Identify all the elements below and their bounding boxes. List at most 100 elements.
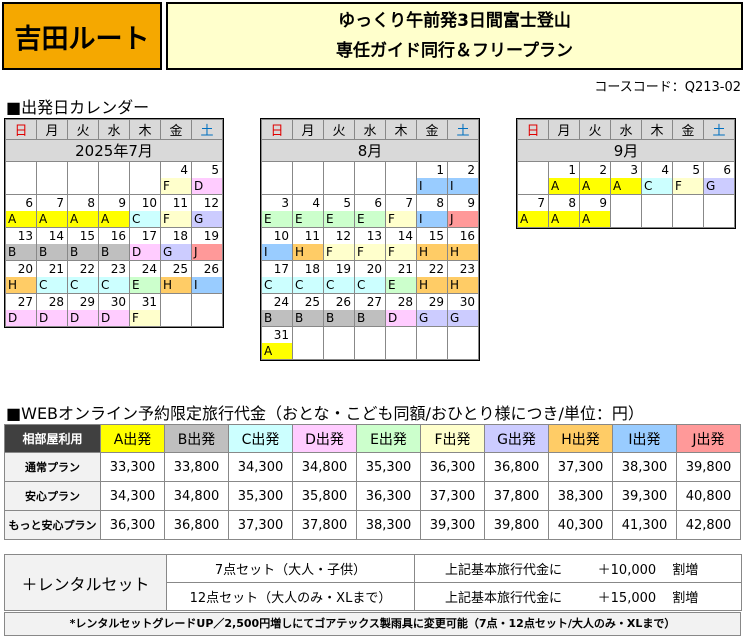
weekday-header: 水 [354, 119, 386, 140]
departure-code: E [130, 277, 160, 293]
day-number: 25 [304, 295, 320, 309]
calendar-day: 29 D [67, 293, 99, 327]
rental-surcharge-7: 上記基本旅行代金に ＋10,000 割増 [414, 554, 742, 583]
day-number: 4 [180, 163, 188, 177]
calendar-empty-day [672, 194, 704, 228]
calendar-day: 27 D [5, 293, 37, 327]
calendar-empty-day [416, 326, 448, 360]
calendar-day: 13 F [354, 227, 386, 261]
day-number: 3 [630, 163, 638, 177]
day-number: 30 [110, 295, 126, 309]
departure-code: B [37, 244, 67, 260]
day-number: 6 [25, 196, 33, 210]
calendar-day: 24 B [261, 293, 293, 327]
day-number: 11 [172, 196, 188, 210]
departure-code: F [161, 211, 191, 227]
departure-column-header: I出発 [612, 424, 677, 453]
price-cell: 34,300 [228, 452, 293, 482]
day-number: 24 [273, 295, 289, 309]
rental-set-7: 7点セット（大人・子供） [166, 554, 415, 583]
weekday-header: 土 [703, 119, 735, 140]
day-number: 15 [79, 229, 95, 243]
day-number: 26 [335, 295, 351, 309]
rental-table: ＋レンタルセット 7点セット（大人・子供） 上記基本旅行代金に ＋10,000 … [4, 554, 742, 611]
calendar-day: 12 G [191, 194, 223, 228]
calendar-day: 31 F [129, 293, 161, 327]
departure-code: B [99, 244, 129, 260]
weekday-header: 日 [261, 119, 293, 140]
departure-code: B [262, 310, 292, 326]
departure-column-header: A出発 [100, 424, 165, 453]
price-cell: 37,800 [292, 510, 357, 540]
day-number: 12 [335, 229, 351, 243]
day-number: 28 [48, 295, 64, 309]
departure-code: B [293, 310, 323, 326]
day-number: 5 [692, 163, 700, 177]
price-cell: 34,800 [164, 481, 229, 511]
day-number: 23 [110, 262, 126, 276]
departure-code: A [6, 211, 36, 227]
departure-code: G [704, 178, 734, 194]
weekday-header: 月 [548, 119, 580, 140]
calendar-empty-day [261, 161, 293, 195]
calendar-day: 27 B [354, 293, 386, 327]
weekday-header: 月 [36, 119, 68, 140]
rental-base-text: 上記基本旅行代金に [445, 591, 563, 606]
route-title: 吉田ルート [2, 2, 162, 70]
price-cell: 38,300 [548, 481, 613, 511]
day-number: 16 [110, 229, 126, 243]
tour-title-line1: ゆっくり午前発3日間富士登山 [338, 11, 571, 31]
departure-column-header: C出発 [228, 424, 293, 453]
departure-code: B [68, 244, 98, 260]
weekday-header: 木 [129, 119, 161, 140]
day-number: 10 [141, 196, 157, 210]
day-number: 18 [304, 262, 320, 276]
day-number: 22 [79, 262, 95, 276]
weekday-header: 日 [517, 119, 549, 140]
weekday-header: 金 [160, 119, 192, 140]
departure-code: G [192, 211, 222, 227]
day-number: 8 [568, 196, 576, 210]
price-table-corner: 相部屋利用 [4, 424, 101, 453]
departure-column-header: F出発 [420, 424, 485, 453]
calendar-day: 26 I [191, 260, 223, 294]
day-number: 18 [172, 229, 188, 243]
course-code: コースコード：Q213-02 [594, 80, 741, 95]
departure-code: D [130, 244, 160, 260]
departure-code: F [355, 244, 385, 260]
day-number: 15 [428, 229, 444, 243]
departure-code: D [99, 310, 129, 326]
calendar-heading: ■出発日カレンダー [6, 98, 150, 117]
day-number: 6 [723, 163, 731, 177]
calendar-grid: 9月日月火水木金土 1 A 2 A 3 A 4 C 5 F 6 G 7 A 8 A 9 A [517, 119, 735, 228]
calendar-day: 30 G [447, 293, 479, 327]
calendar-day: 18 C [292, 260, 324, 294]
departure-code: H [6, 277, 36, 293]
rental-base-text: 上記基本旅行代金に [445, 563, 563, 578]
calendar-day: 11 H [292, 227, 324, 261]
departure-code: A [611, 178, 641, 194]
departure-code: H [448, 244, 478, 260]
weekday-header: 火 [67, 119, 99, 140]
departure-code: I [192, 277, 222, 293]
departure-code: A [580, 211, 610, 227]
price-cell: 36,800 [484, 452, 549, 482]
price-cell: 35,300 [356, 452, 421, 482]
day-number: 17 [273, 262, 289, 276]
departure-code: J [192, 244, 222, 260]
calendar-day: 23 C [98, 260, 130, 294]
calendar-empty-day [67, 161, 99, 195]
price-cell: 35,300 [228, 481, 293, 511]
calendar-day: 22 C [67, 260, 99, 294]
departure-column-header: G出発 [484, 424, 549, 453]
calendar-day: 22 H [416, 260, 448, 294]
tour-title-line2: 専任ガイド同行＆フリープラン [336, 41, 573, 61]
departure-code: A [549, 178, 579, 194]
day-number: 30 [459, 295, 475, 309]
day-number: 13 [17, 229, 33, 243]
weekday-header: 金 [416, 119, 448, 140]
departure-code: E [262, 211, 292, 227]
rental-suffix: 割増 [672, 563, 699, 578]
